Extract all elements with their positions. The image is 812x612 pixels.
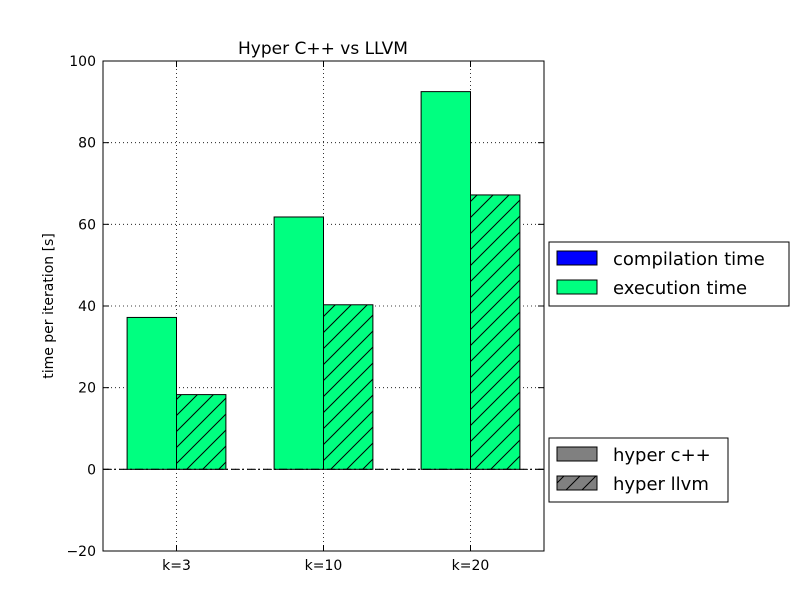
bar-hatch [176,394,226,470]
bars [126,91,521,470]
bar-hatch [323,304,373,470]
legend-label: hyper llvm [613,474,709,495]
legend-label: execution time [613,278,747,299]
legend-label: compilation time [613,249,765,270]
bar-hatch [470,194,520,470]
bar-hyper-c- [420,91,472,470]
x-tick-label: k=20 [452,558,490,574]
legend-label: hyper c++ [613,445,711,466]
legends: compilation time execution time hyper c++ h… [548,241,790,503]
bar-hyper-c- [126,316,177,470]
y-axis-label: time per iteration [s] [41,233,57,379]
x-tick-label: k=10 [305,558,343,574]
legend-swatch [556,279,598,295]
y-tick-label: 20 [78,381,96,397]
y-tick-label: 40 [78,299,96,315]
y-tick-label: 80 [78,136,96,152]
bar-hyper-c- [273,216,325,470]
y-tick-label: 60 [78,217,96,233]
y-axis: −20 0 20 40 60 80 100 [66,54,544,560]
x-tick-label: k=3 [162,558,191,574]
chart-title: Hyper C++ vs LLVM [238,39,408,59]
y-tick-label: 100 [69,54,96,70]
y-tick-label: 0 [87,462,96,478]
x-axis: k=3 k=10 k=20 [162,61,489,574]
legend-swatch [556,250,598,266]
y-tick-label: −20 [66,544,96,560]
legend-swatch-hatch [557,476,597,490]
legend-swatch [556,446,598,462]
